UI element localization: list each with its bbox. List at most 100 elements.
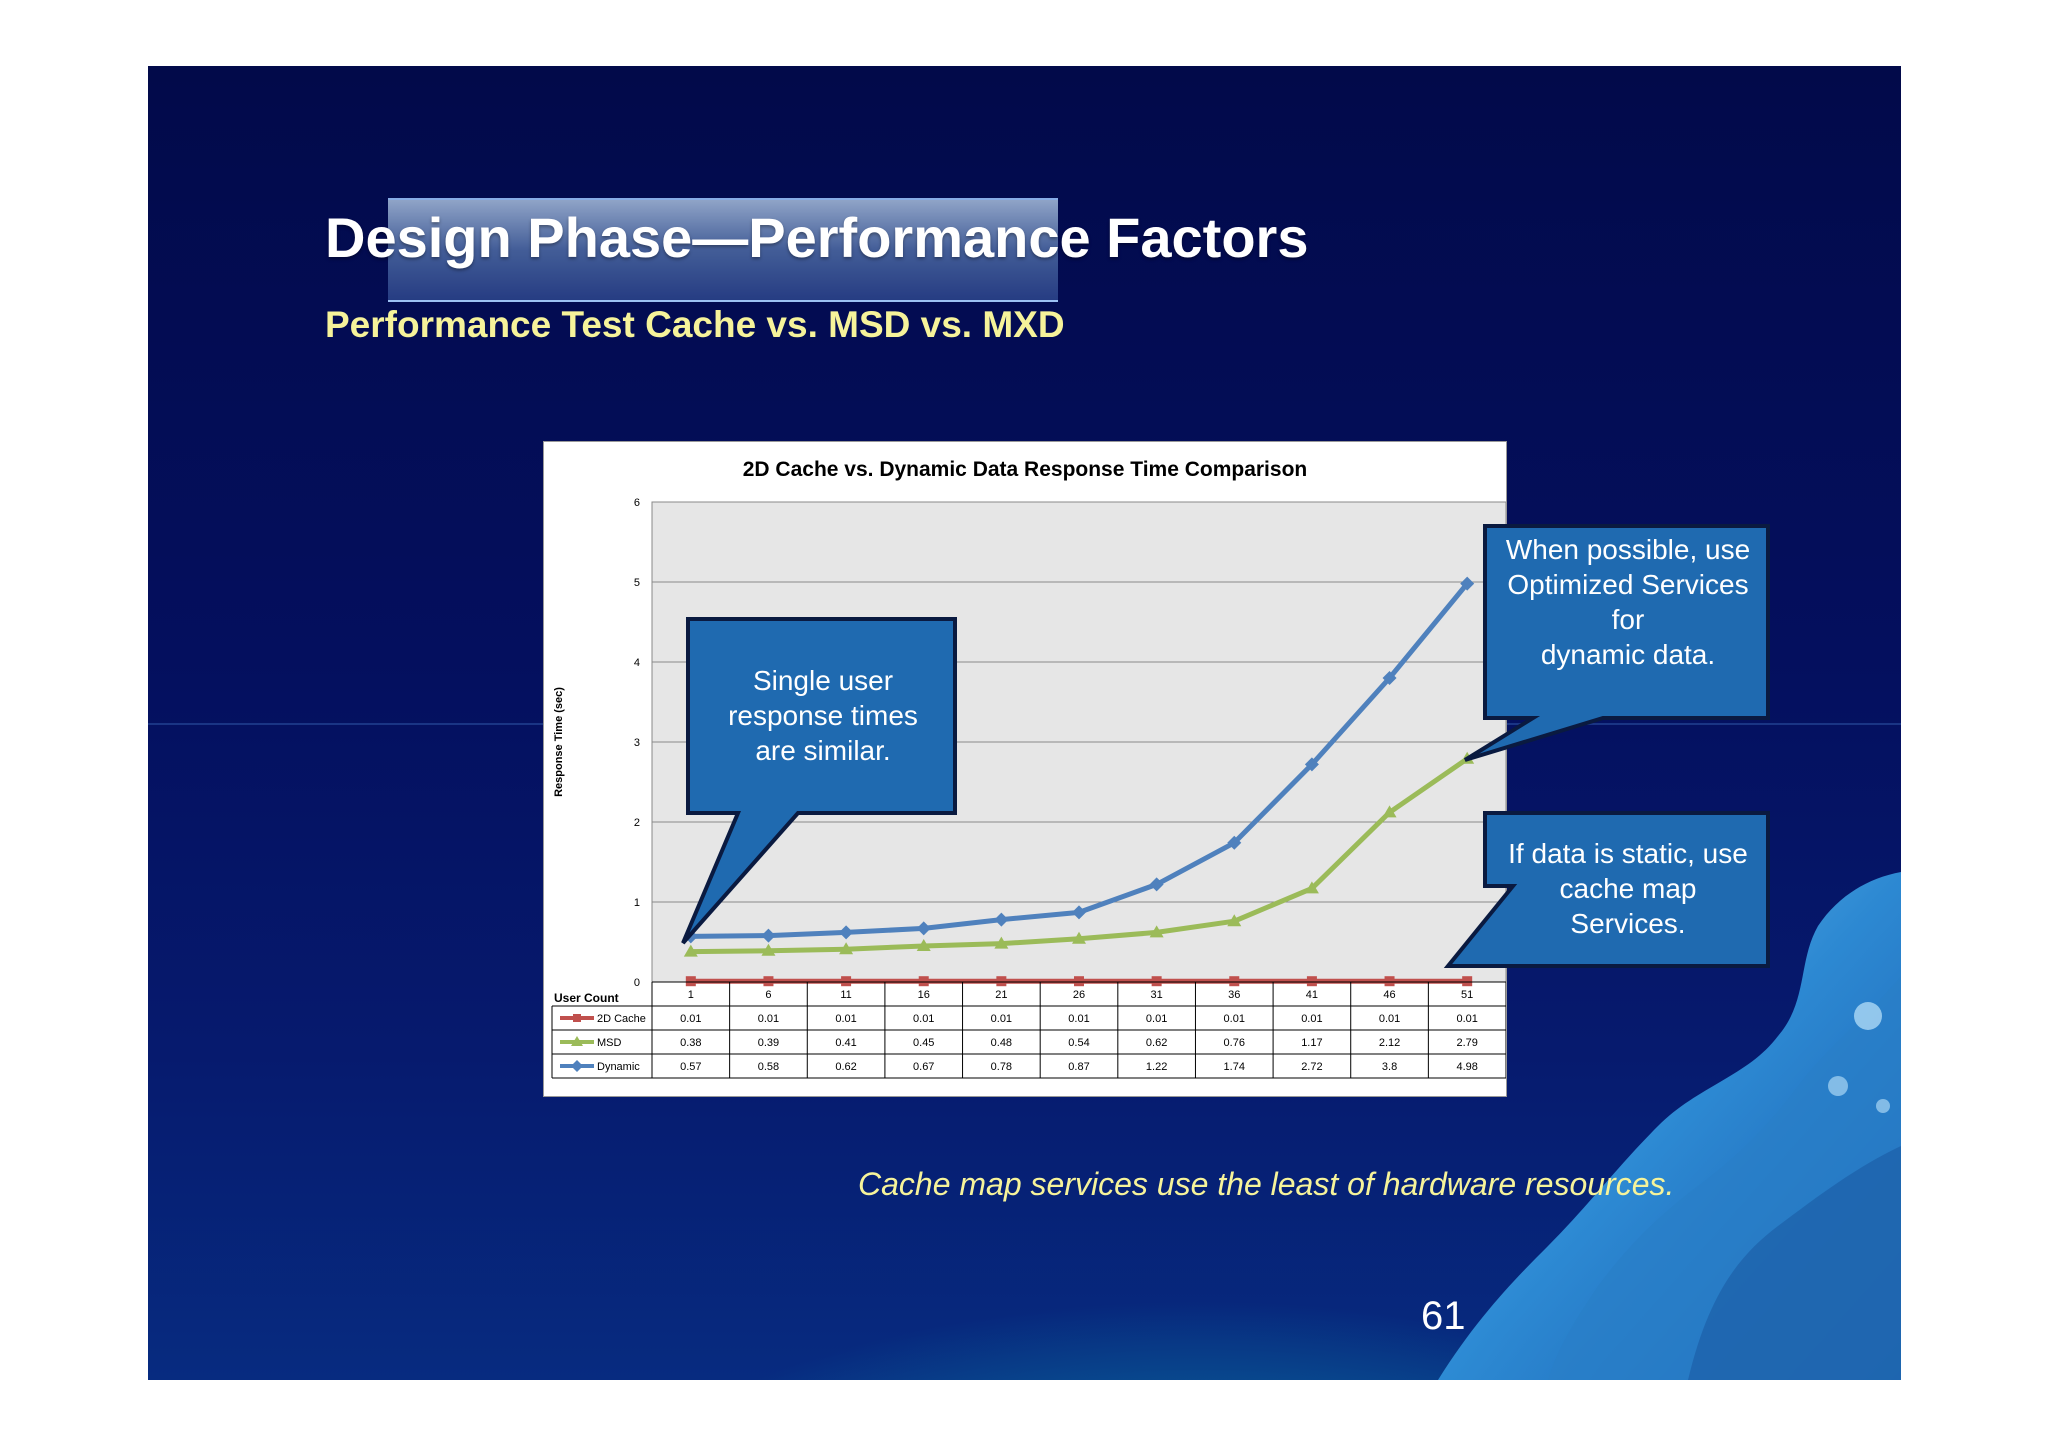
data-table-cell: 0.76 (1224, 1037, 1245, 1049)
data-table-cell: 0.01 (1224, 1013, 1245, 1025)
data-point-msd (683, 944, 698, 957)
data-point-dynamic (916, 921, 931, 936)
data-point-2d-cache (1229, 976, 1240, 987)
data-table-cell: 0.38 (680, 1037, 701, 1049)
callout-line: cache map (1559, 873, 1697, 904)
data-point-2d-cache (841, 976, 852, 987)
chart-panel: 2D Cache vs. Dynamic Data Response Time … (543, 441, 1507, 1097)
data-point-2d-cache (685, 976, 696, 987)
x-tick-label: 36 (1228, 989, 1240, 1001)
callout-line: Optimized Services (1507, 569, 1749, 600)
callout-shapes (681, 524, 1770, 968)
y-tick-label: 5 (634, 577, 640, 589)
x-tick-label: 26 (1073, 989, 1085, 1001)
callout-static-text: If data is static, use cache map Service… (1488, 836, 1768, 941)
decorative-wave-graphic (1438, 872, 1901, 1380)
data-table-cell: 0.01 (1456, 1013, 1477, 1025)
x-tick-label: 16 (918, 989, 930, 1001)
data-point-2d-cache (918, 976, 929, 987)
y-tick-label: 4 (634, 657, 640, 669)
data-point-dynamic (1304, 757, 1319, 772)
data-table-cell: 0.41 (835, 1037, 856, 1049)
data-point-2d-cache (996, 976, 1007, 987)
series-markers (683, 576, 1475, 987)
data-table-cell: 3.8 (1382, 1061, 1397, 1073)
x-axis-label: User Count (554, 991, 619, 1005)
callout-line: response times (728, 700, 918, 731)
data-table-cell: 1.17 (1301, 1037, 1322, 1049)
callout-line: dynamic data. (1540, 639, 1716, 670)
legend-label: Dynamic (597, 1061, 640, 1073)
data-table-cell: 2.12 (1379, 1037, 1400, 1049)
data-point-dynamic (1460, 576, 1475, 591)
y-tick-labels: 0 1 2 3 4 5 6 (634, 497, 640, 989)
callout-optimized-text: When possible, use Optimized Services fo… (1488, 532, 1768, 672)
callout-static-shape (1443, 811, 1770, 968)
data-table-cell: 0.01 (1301, 1013, 1322, 1025)
data-table-cell: 0.87 (1068, 1061, 1089, 1073)
data-point-msd (994, 936, 1009, 949)
x-tick-label: 31 (1151, 989, 1163, 1001)
data-table-cell: 0.67 (913, 1061, 934, 1073)
x-tick-label: 51 (1461, 989, 1473, 1001)
data-table-cell: 0.01 (680, 1013, 701, 1025)
data-point-2d-cache (1462, 976, 1473, 987)
y-tick-label: 2 (634, 817, 640, 829)
callout-line: for (1611, 604, 1645, 635)
data-point-msd (916, 939, 931, 951)
data-point-msd (839, 942, 854, 955)
data-table-cell: 0.01 (1068, 1013, 1089, 1025)
data-point-dynamic (761, 928, 776, 943)
data-point-2d-cache (1384, 976, 1395, 987)
data-table-cell: 0.57 (680, 1061, 701, 1073)
data-point-2d-cache (763, 976, 774, 987)
data-table-cell: 0.48 (991, 1037, 1012, 1049)
data-point-msd (1227, 914, 1242, 927)
data-point-msd (1072, 931, 1086, 944)
data-point-dynamic (1227, 835, 1242, 850)
callout-line: are similar. (755, 735, 891, 766)
data-table-cell: 0.78 (991, 1061, 1012, 1073)
callout-single-user-shape (681, 617, 957, 945)
data-table-cell: 4.98 (1456, 1061, 1477, 1073)
x-tick-label: 41 (1306, 989, 1318, 1001)
callout-line: Single user (752, 665, 894, 696)
data-point-msd (1304, 881, 1319, 894)
data-table-cell: 1.22 (1146, 1061, 1167, 1073)
page-number: 61 (1421, 1294, 1466, 1338)
data-point-dynamic (1072, 905, 1086, 920)
data-point-2d-cache (1151, 976, 1162, 987)
data-point-2d-cache (1306, 976, 1317, 987)
slide: Design Phase—Performance Factors Perform… (148, 66, 1901, 1380)
x-tick-label: 1 (688, 989, 694, 1001)
legend-label: MSD (597, 1037, 622, 1049)
data-table-cell: 0.58 (758, 1061, 779, 1073)
y-axis-label: Response Time (sec) (553, 687, 565, 797)
callout-optimized-shape (1463, 524, 1770, 762)
data-table-cell: 1.74 (1224, 1061, 1245, 1073)
data-table-cell: 0.45 (913, 1037, 934, 1049)
y-tick-label: 1 (634, 897, 640, 909)
data-table-cell: 2.72 (1301, 1061, 1322, 1073)
x-tick-label: 21 (995, 989, 1007, 1001)
callout-single-user-text: Single user response times are similar. (693, 663, 953, 768)
legend-label: 2D Cache (597, 1013, 646, 1025)
data-point-msd (1382, 805, 1397, 818)
x-tick-label: 46 (1383, 989, 1395, 1001)
data-table-cell: 0.01 (1146, 1013, 1167, 1025)
y-tick-label: 3 (634, 737, 640, 749)
data-table-cell: 0.01 (758, 1013, 779, 1025)
chart-title: 2D Cache vs. Dynamic Data Response Time … (743, 458, 1307, 481)
data-table-cell: 0.01 (835, 1013, 856, 1025)
x-tick-label: 6 (765, 989, 771, 1001)
callout-line: Services. (1570, 908, 1686, 939)
data-table-cell: 2.79 (1456, 1037, 1477, 1049)
y-tick-label: 0 (634, 977, 640, 989)
data-point-dynamic (1382, 671, 1397, 685)
footer-note: Cache map services use the least of hard… (858, 1166, 1675, 1202)
y-tick-label: 6 (634, 497, 640, 509)
data-point-dynamic (839, 925, 854, 940)
callout-line: When possible, use (1505, 534, 1751, 565)
data-table-cell: 0.54 (1068, 1037, 1089, 1049)
